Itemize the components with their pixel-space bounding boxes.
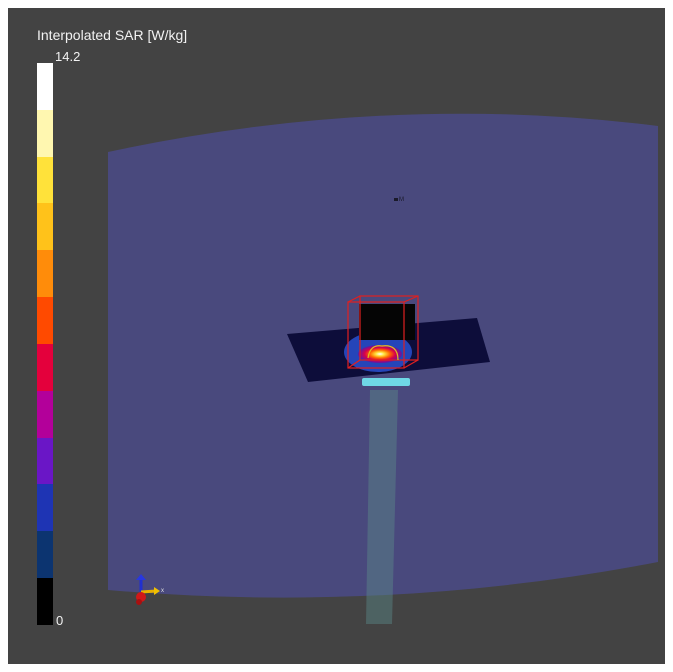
colorbar-band xyxy=(37,250,53,298)
colorbar-band xyxy=(37,203,53,251)
colorbar-min-label: 0 xyxy=(56,613,64,628)
colorbar-band xyxy=(37,343,53,391)
sar-colorbar xyxy=(37,63,53,625)
connector-bar xyxy=(362,378,410,386)
feed-cable xyxy=(366,390,398,624)
probe-marker-icon xyxy=(394,198,398,201)
colorbar-title: Interpolated SAR [W/kg] xyxy=(37,27,188,43)
axes-triad-icon[interactable]: x xyxy=(136,574,164,605)
colorbar-band xyxy=(37,484,53,532)
colorbar-band xyxy=(37,437,53,485)
colorbar-band xyxy=(37,297,53,344)
measurement-box-wireframe xyxy=(347,295,419,369)
axis-x-label: x xyxy=(161,588,164,594)
antenna-wire xyxy=(367,345,399,361)
colorbar-band xyxy=(37,578,53,625)
colorbar-max-label: 14.2 xyxy=(55,49,81,64)
sar-scene[interactable]: M x xyxy=(8,8,665,664)
3d-viewport[interactable]: M x Interpolated SAR [W/kg] 14.2 0 xyxy=(8,8,665,664)
colorbar-band xyxy=(37,109,53,157)
probe-marker-label: M xyxy=(399,197,404,203)
colorbar-band xyxy=(37,531,53,579)
dut-block xyxy=(359,304,415,340)
colorbar-band xyxy=(37,63,53,110)
sar-hotspot xyxy=(358,345,402,363)
colorbar-band xyxy=(37,156,53,204)
colorbar-band xyxy=(37,390,53,438)
